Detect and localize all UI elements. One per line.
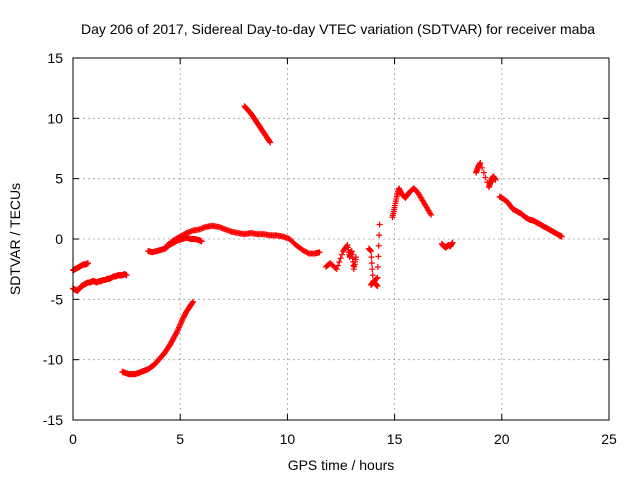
y-tick-label: -10 [43, 352, 63, 368]
x-tick-label: 5 [176, 431, 184, 447]
data-point [123, 272, 130, 279]
data-point [338, 251, 345, 258]
data-point [369, 266, 376, 273]
data-point [374, 274, 381, 281]
data-segment [241, 103, 274, 146]
data-segment [389, 185, 435, 221]
x-tick-label: 10 [280, 431, 296, 447]
data-point [375, 242, 382, 249]
data-point [428, 211, 435, 218]
data-point [558, 233, 565, 240]
data-point [374, 263, 381, 270]
data-point [267, 139, 274, 146]
data-point [85, 260, 92, 267]
data-point [190, 298, 197, 305]
data-point [376, 221, 383, 228]
x-axis-label: GPS time / hours [288, 457, 395, 473]
data-point [336, 258, 343, 265]
data-point [353, 254, 360, 261]
y-tick-labels: -15 -10 -5 0 5 10 15 [43, 50, 63, 428]
chart-title: Day 206 of 2017, Sidereal Day-to-day VTE… [81, 21, 595, 37]
data-point [316, 249, 323, 256]
data-point [333, 266, 340, 273]
data-segment [473, 159, 499, 191]
data-point [189, 299, 196, 306]
y-tick-label: -15 [43, 412, 63, 428]
y-tick-label: -5 [51, 291, 64, 307]
data-point [343, 243, 350, 250]
y-tick-label: 5 [55, 171, 63, 187]
x-tick-label: 25 [601, 431, 617, 447]
data-point [492, 176, 499, 183]
grid-lines [73, 58, 609, 420]
data-series [70, 103, 565, 378]
data-point [376, 232, 383, 239]
y-tick-label: 10 [47, 110, 63, 126]
data-segment [438, 239, 456, 251]
x-tick-label: 0 [69, 431, 77, 447]
data-segment [70, 270, 130, 294]
data-segment [119, 298, 197, 378]
data-point [369, 272, 376, 279]
y-tick-label: 0 [55, 231, 63, 247]
x-tick-label: 20 [494, 431, 510, 447]
data-point [198, 238, 205, 245]
data-point [373, 275, 380, 282]
data-segment [365, 221, 383, 290]
y-tick-label: 15 [47, 50, 63, 66]
data-segment [164, 222, 323, 257]
data-point [374, 283, 381, 290]
data-point [482, 174, 489, 181]
y-axis-label: SDTVAR / TECUs [7, 183, 23, 295]
data-point [480, 169, 487, 176]
data-point [479, 164, 486, 171]
data-point [368, 254, 375, 261]
data-segment [322, 242, 360, 273]
data-point [173, 330, 180, 337]
data-point [368, 248, 375, 255]
x-tick-labels: 0 5 10 15 20 25 [69, 431, 617, 447]
data-point [375, 253, 382, 260]
axis-ticks [72, 57, 610, 421]
data-point [477, 159, 484, 166]
data-point [368, 260, 375, 267]
data-point [334, 262, 341, 269]
data-segment [496, 193, 565, 240]
x-tick-label: 15 [387, 431, 403, 447]
data-point [266, 138, 273, 145]
data-point [337, 255, 344, 262]
data-point [449, 239, 456, 246]
